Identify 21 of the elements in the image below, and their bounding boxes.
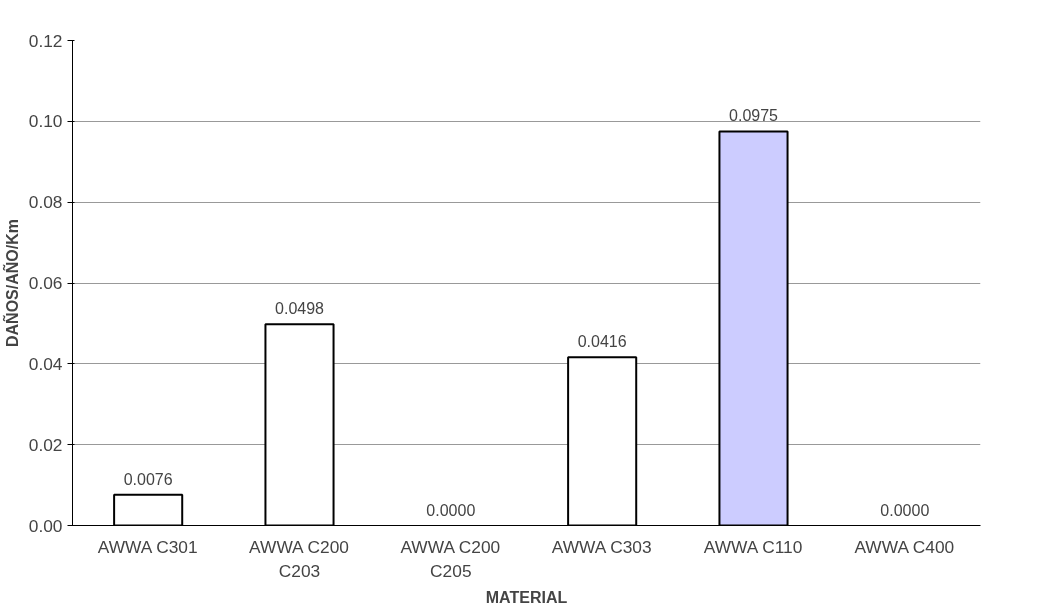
y-tick-label: 0.06: [28, 273, 63, 293]
x-tick-label: AWWA C200 C205: [400, 536, 501, 581]
x-tick-label: AWWA C110: [703, 536, 803, 557]
y-tick-label: 0.04: [28, 353, 63, 374]
y-tick-label: 0.02: [28, 434, 63, 455]
y-tick-label: 0.00: [28, 515, 63, 536]
x-tick-label: AWWA C301: [97, 536, 198, 557]
x-tick-label: AWWA C400: [854, 536, 955, 557]
y-tick-label: 0.08: [28, 192, 63, 213]
y-tick-label: 0.10: [28, 111, 63, 132]
data-label: 0.0975: [729, 107, 779, 125]
data-label: 0.0076: [123, 470, 173, 488]
x-axis-title: MATERIAL: [485, 588, 568, 606]
y-tick-label: 0.12: [28, 30, 63, 51]
x-tick-label: AWWA C200 C203: [249, 536, 349, 581]
y-axis-title: DAÑOS/AÑO/Km: [1, 218, 21, 347]
data-label: 0.0000: [880, 501, 930, 519]
data-label: 0.0498: [275, 300, 325, 318]
data-label: 0.0416: [577, 333, 627, 351]
x-tick-label: AWWA C303: [551, 536, 652, 557]
data-label: 0.0000: [426, 501, 476, 519]
